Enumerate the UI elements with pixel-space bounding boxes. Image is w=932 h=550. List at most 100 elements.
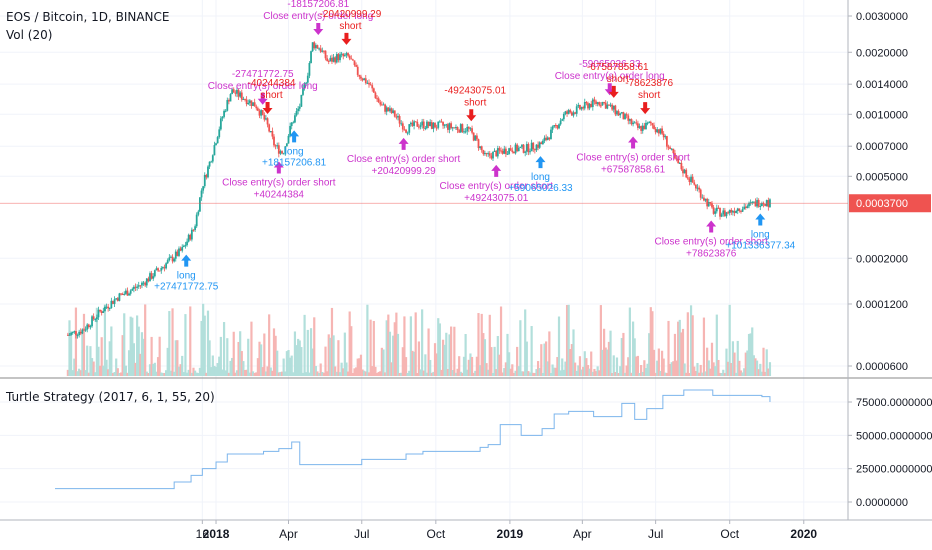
candle-body [409,122,412,125]
volume-bar [652,349,656,376]
candle-body [632,122,634,125]
candle-body [503,148,506,154]
volume-bar [327,334,330,376]
volume-bar [689,305,693,376]
volume-bar [232,331,235,376]
volume-bar [355,367,358,376]
candle-body [178,248,180,256]
volume-bar [672,361,675,376]
volume-bar [298,340,301,376]
candle-body [488,153,491,156]
candle-body [612,105,615,110]
volume-bar [604,347,607,376]
volume-bar [706,347,709,376]
candle-body [620,112,623,114]
volume-bar [313,317,316,376]
volume-bar [718,372,722,376]
candle-body [121,294,124,296]
candle-body [91,316,93,327]
candle-body [546,137,549,140]
volume-bar [417,341,421,376]
volume-bar [202,303,205,376]
volume-bar [496,336,499,376]
volume-bar [387,314,390,376]
candle-body [199,197,201,212]
last-price-label: 0.0003700 [856,198,908,210]
candle-body [691,176,694,183]
close-arrow-icon [491,164,502,177]
volume-bar [108,341,111,376]
signal-label: short [260,90,282,101]
volume-bar [314,366,317,376]
candle-body [551,126,554,130]
volume-bar [620,338,623,376]
time-tick-label: Oct [720,527,739,541]
volume-bar [686,312,689,376]
volume-bar [247,338,250,376]
volume-bar [673,333,677,376]
candle-body [569,110,572,113]
candle-body [533,149,536,151]
candle-body [542,140,544,145]
signal-amount: -20420999.29 [320,9,382,20]
volume-bar [681,328,685,376]
candle-body [347,53,349,56]
candle-body [759,205,762,207]
volume-bar [456,368,459,376]
candle-body [113,299,116,304]
volume-bar [70,332,73,376]
candle-body [100,311,103,313]
volume-bar [79,370,82,376]
volume-bar [179,364,182,376]
candle-body [380,104,383,106]
candle-body [231,89,234,95]
candle-body [672,148,675,154]
volume-bar [198,367,202,376]
volume-bar [277,372,280,376]
candle-body [422,121,425,129]
volume-bar [306,329,309,376]
price-tick-label: 0.0000600 [856,361,908,373]
volume-bar [625,365,628,376]
volume-bar [557,316,561,376]
candle-body [71,331,74,333]
volume-bar [380,347,383,376]
candle-body [638,126,641,128]
volume-bar [586,365,590,376]
candle-body [371,85,374,89]
close-arrow-icon [273,161,284,174]
candle-body [104,306,106,312]
candle-body [587,103,589,109]
price-tick-label: 0.0005000 [856,171,908,183]
candle-body [643,125,646,130]
candle-body [694,184,697,189]
candle-body [532,142,535,150]
volume-bar [258,341,261,376]
candle-body [657,129,660,134]
candle-body [102,311,105,313]
short-arrow-icon [341,32,352,45]
candle-body [699,189,702,198]
candle-body [89,326,92,328]
volume-bar [738,360,741,376]
candle-body [606,104,609,109]
candle-body [475,135,478,140]
close-arrow-icon [257,92,268,105]
volume-bar [549,372,553,376]
volume-bar [301,372,305,376]
volume-bar [195,372,198,376]
candle-body [356,66,359,75]
volume-bar [86,345,89,376]
candle-body [161,267,164,269]
volume-bar [751,327,754,376]
volume-bar [404,357,408,376]
volume-bar [479,365,482,376]
candle-body [722,210,725,215]
candle-body [728,209,731,214]
volume-bar [100,337,103,376]
candle-body [614,105,617,115]
volume-bar [121,335,124,376]
candle-body [548,137,551,140]
volume-bar [760,371,764,376]
candle-body [720,214,723,217]
